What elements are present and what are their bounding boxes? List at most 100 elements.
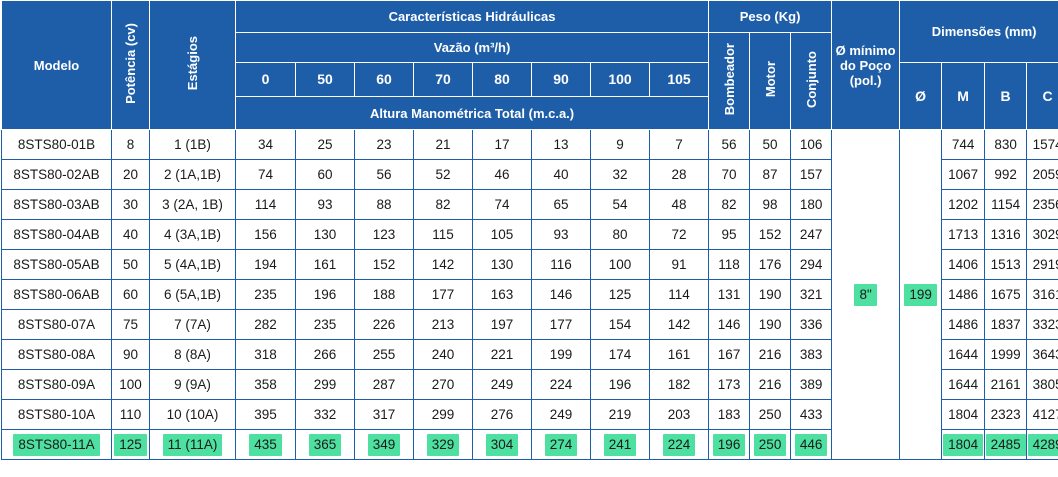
cell-modelo: 8STS80-08A: [1, 339, 112, 370]
cell-altura: 163: [472, 279, 532, 310]
cell-motor: 250: [749, 399, 792, 430]
header-flow-0: 0: [235, 62, 296, 97]
cell-estagios: 5 (4A,1B): [149, 249, 236, 280]
cell-b: 2323: [984, 399, 1028, 430]
cell-altura: 13: [531, 129, 591, 160]
cell-b: 830: [984, 129, 1028, 160]
cell-altura: 224: [648, 429, 710, 460]
cell-b-value: 2485: [985, 433, 1026, 456]
cell-altura: 100: [590, 249, 650, 280]
cell-m: 1486: [941, 279, 986, 310]
cell-altura: 56: [354, 159, 414, 190]
cell-altura: 276: [472, 399, 532, 430]
cell-c: 2356: [1026, 189, 1058, 220]
header-potencia-label: Potência (cv): [123, 23, 138, 104]
cell-bombeador: 167: [708, 339, 751, 370]
cell-altura: 32: [590, 159, 650, 190]
cell-motor: 250: [749, 429, 792, 460]
cell-m: 1406: [941, 249, 986, 280]
cell-altura: 221: [472, 339, 532, 370]
cell-motor: 176: [749, 249, 792, 280]
cell-altura: 349: [354, 429, 414, 460]
cell-motor: 87: [749, 159, 792, 190]
cell-m: 1067: [941, 159, 986, 190]
header-c: C: [1026, 62, 1058, 130]
cell-altura: 249: [472, 369, 532, 400]
cell-modelo: 8STS80-02AB: [1, 159, 112, 190]
cell-altura-value: 304: [485, 433, 519, 456]
cell-estagios: 3 (2A, 1B): [149, 189, 236, 220]
cell-bombeador: 82: [708, 189, 751, 220]
cell-altura: 161: [295, 249, 355, 280]
table-body: 8STS80-01B 8 1 (1B) 34 25 23 21 17 13 9 7 56 50 106 8"…: [1, 129, 1058, 460]
cell-estagios: 11 (11A): [149, 429, 236, 460]
cell-altura: 130: [472, 249, 532, 280]
cell-altura: 317: [354, 399, 414, 430]
cell-estagios: 9 (9A): [149, 369, 236, 400]
header-m: M: [941, 62, 986, 130]
cell-conjunto: 106: [790, 129, 833, 160]
cell-altura-value: 329: [426, 433, 460, 456]
cell-m: 744: [941, 129, 986, 160]
cell-estagios-value: 11 (11A): [162, 433, 223, 456]
cell-altura: 266: [295, 339, 355, 370]
header-bombeador: Bombeador: [708, 32, 751, 130]
header-modelo: Modelo: [1, 0, 112, 130]
cell-altura: 287: [354, 369, 414, 400]
cell-altura: 197: [472, 309, 532, 340]
header-bombeador-label: Bombeador: [721, 43, 737, 116]
cell-altura: 34: [235, 129, 296, 160]
cell-altura: 93: [531, 219, 591, 250]
cell-altura: 196: [295, 279, 355, 310]
header-estagios: Estágios: [149, 0, 236, 130]
cell-modelo: 8STS80-01B: [1, 129, 112, 160]
cell-altura: 123: [354, 219, 414, 250]
cell-altura: 299: [413, 399, 473, 430]
cell-altura-value: 435: [249, 433, 282, 456]
cell-modelo: 8STS80-03AB: [1, 189, 112, 220]
cell-conjunto: 446: [790, 429, 833, 460]
cell-potencia: 110: [111, 399, 150, 430]
cell-motor: 216: [749, 339, 792, 370]
header-caracteristicas: Características Hidráulicas: [234, 0, 710, 33]
table-row: 8STS80-04AB 40 4 (3A,1B) 156 130 123 115 105 93 8…: [1, 219, 1058, 250]
table-header: Modelo Potência (cv) Estágios Caracterís…: [1, 0, 1058, 130]
cell-potencia: 100: [111, 369, 150, 400]
cell-altura: 358: [235, 369, 296, 400]
cell-altura: 240: [413, 339, 473, 370]
cell-altura: 93: [295, 189, 355, 220]
cell-altura: 65: [531, 189, 591, 220]
cell-potencia: 8: [111, 129, 150, 160]
cell-altura-value: 349: [367, 433, 401, 456]
cell-b: 1675: [984, 279, 1028, 310]
cell-altura: 72: [648, 219, 710, 250]
cell-modelo: 8STS80-07A: [1, 309, 112, 340]
cell-altura: 318: [235, 339, 296, 370]
cell-potencia: 50: [111, 249, 150, 280]
cell-potencia: 40: [111, 219, 150, 250]
cell-c-value: 4289: [1027, 433, 1058, 456]
cell-altura-value: 241: [603, 433, 637, 456]
cell-altura: 91: [648, 249, 710, 280]
cell-modelo: 8STS80-04AB: [1, 219, 112, 250]
cell-conjunto: 389: [790, 369, 833, 400]
cell-modelo: 8STS80-11A: [1, 429, 112, 460]
cell-altura: 54: [590, 189, 650, 220]
cell-b: 2161: [984, 369, 1028, 400]
header-peso: Peso (Kg): [708, 0, 833, 33]
cell-b: 992: [984, 159, 1028, 190]
cell-altura: 255: [354, 339, 414, 370]
cell-altura: 130: [295, 219, 355, 250]
cell-conjunto: 383: [790, 339, 833, 370]
cell-altura: 28: [648, 159, 710, 190]
cell-motor: 190: [749, 279, 792, 310]
cell-altura: 17: [472, 129, 532, 160]
cell-altura: 23: [354, 129, 414, 160]
cell-conjunto: 321: [790, 279, 833, 310]
cell-b: 1316: [984, 219, 1028, 250]
cell-altura: 332: [295, 399, 355, 430]
header-vazao: Vazão (m³/h): [234, 32, 710, 63]
cell-altura: 114: [235, 189, 296, 220]
cell-altura: 282: [235, 309, 296, 340]
